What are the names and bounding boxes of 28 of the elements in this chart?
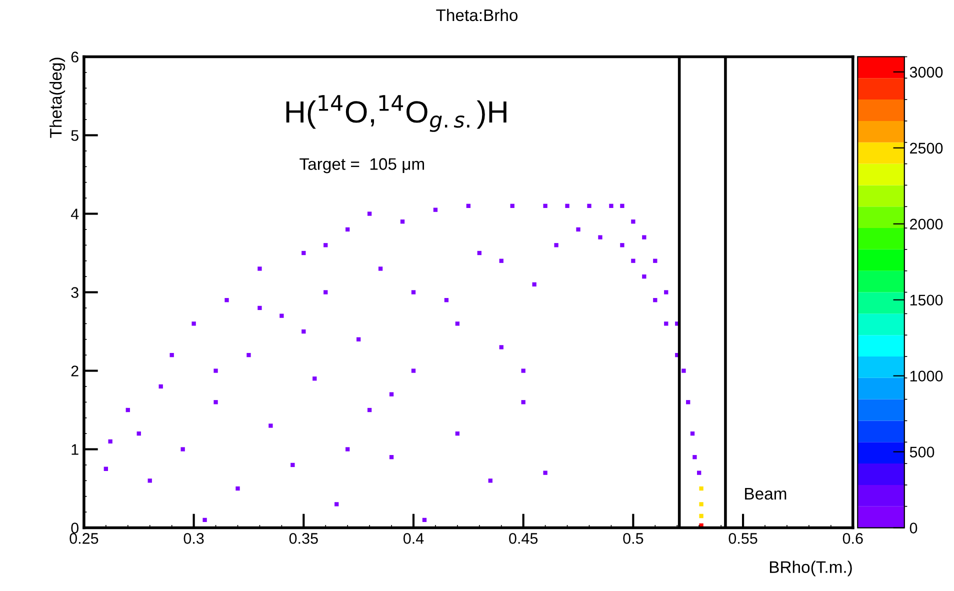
color-bar-label: 1500 bbox=[910, 294, 943, 306]
y-tick-label: 5 bbox=[71, 130, 78, 141]
y-tick-label: 6 bbox=[71, 52, 78, 62]
annotation: Beam bbox=[745, 488, 786, 500]
color-bar-label: 500 bbox=[910, 446, 934, 458]
x-tick-label: 0.55 bbox=[728, 533, 758, 544]
x-tick-label: 0.3 bbox=[184, 533, 204, 544]
y-tick-label: 3 bbox=[71, 287, 78, 298]
x-tick-label: 0.4 bbox=[403, 533, 424, 544]
x-tick-label: 0.6 bbox=[842, 533, 863, 544]
x-tick-label: 0.35 bbox=[289, 533, 318, 544]
chart-title: Theta:Brho bbox=[436, 8, 518, 22]
color-bar-label: 0 bbox=[910, 522, 918, 534]
annotation: H($^{14}$O,$^{14}$O$_{g.s.}$)H bbox=[286, 95, 506, 132]
x-tick-label: 0.5 bbox=[623, 533, 644, 544]
x-tick-label: 0.25 bbox=[70, 533, 98, 544]
y-tick-label: 0 bbox=[71, 522, 78, 534]
x-axis-title: BRho(T.m.) bbox=[770, 560, 852, 576]
y-tick-label: 2 bbox=[71, 366, 78, 376]
x-tick-label: 0.45 bbox=[509, 533, 538, 544]
color-bar-label: 2500 bbox=[910, 142, 943, 154]
color-bar-label: 2000 bbox=[910, 218, 943, 230]
color-bar-label: 3000 bbox=[910, 66, 943, 78]
y-tick-label: 4 bbox=[70, 208, 79, 220]
y-tick-label: 1 bbox=[72, 444, 78, 455]
color-bar-label: 1000 bbox=[910, 370, 943, 382]
annotation: Target = 105 μm bbox=[300, 158, 424, 174]
y-axis-title: Theta(deg) bbox=[50, 58, 66, 138]
